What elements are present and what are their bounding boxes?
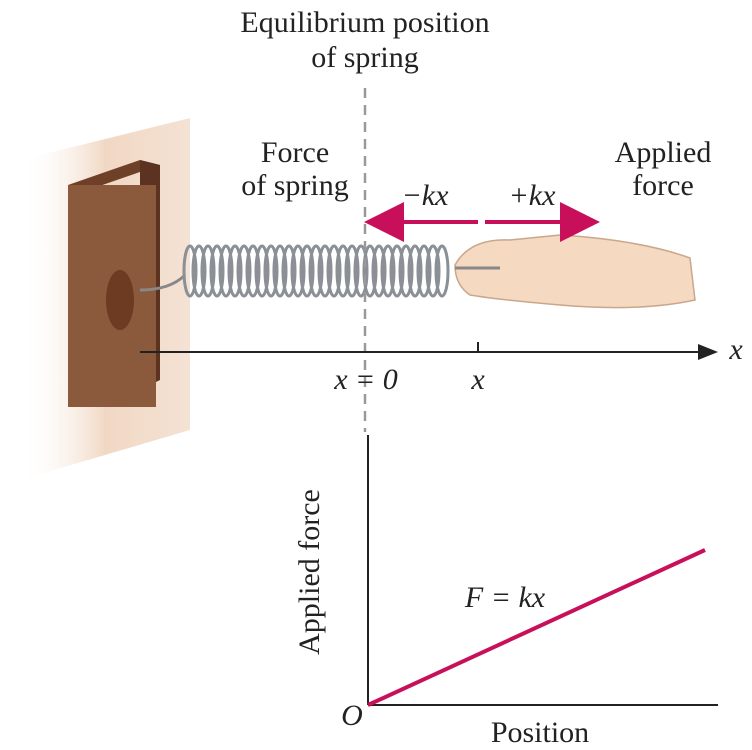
tick-label: x bbox=[470, 363, 485, 396]
title: of spring bbox=[311, 41, 419, 74]
line-label: F = kx bbox=[464, 581, 546, 614]
wood-knot bbox=[106, 270, 134, 330]
spring bbox=[184, 246, 448, 296]
label: −kx bbox=[402, 179, 450, 212]
label: force bbox=[632, 169, 694, 202]
label: Force bbox=[261, 136, 329, 169]
axis-label: Position bbox=[491, 716, 589, 749]
label: of spring bbox=[241, 169, 349, 202]
label: Applied bbox=[615, 136, 712, 169]
tick-label: x = 0 bbox=[333, 363, 398, 396]
force-line bbox=[368, 550, 705, 705]
axis-label: x bbox=[728, 333, 743, 366]
title: Equilibrium position bbox=[240, 6, 489, 39]
axis-label: Applied force bbox=[293, 489, 326, 655]
diagram: Equilibrium position of spring Force of … bbox=[0, 0, 752, 750]
hand bbox=[455, 235, 695, 308]
origin-label: O bbox=[341, 699, 363, 732]
label: +kx bbox=[509, 179, 557, 212]
